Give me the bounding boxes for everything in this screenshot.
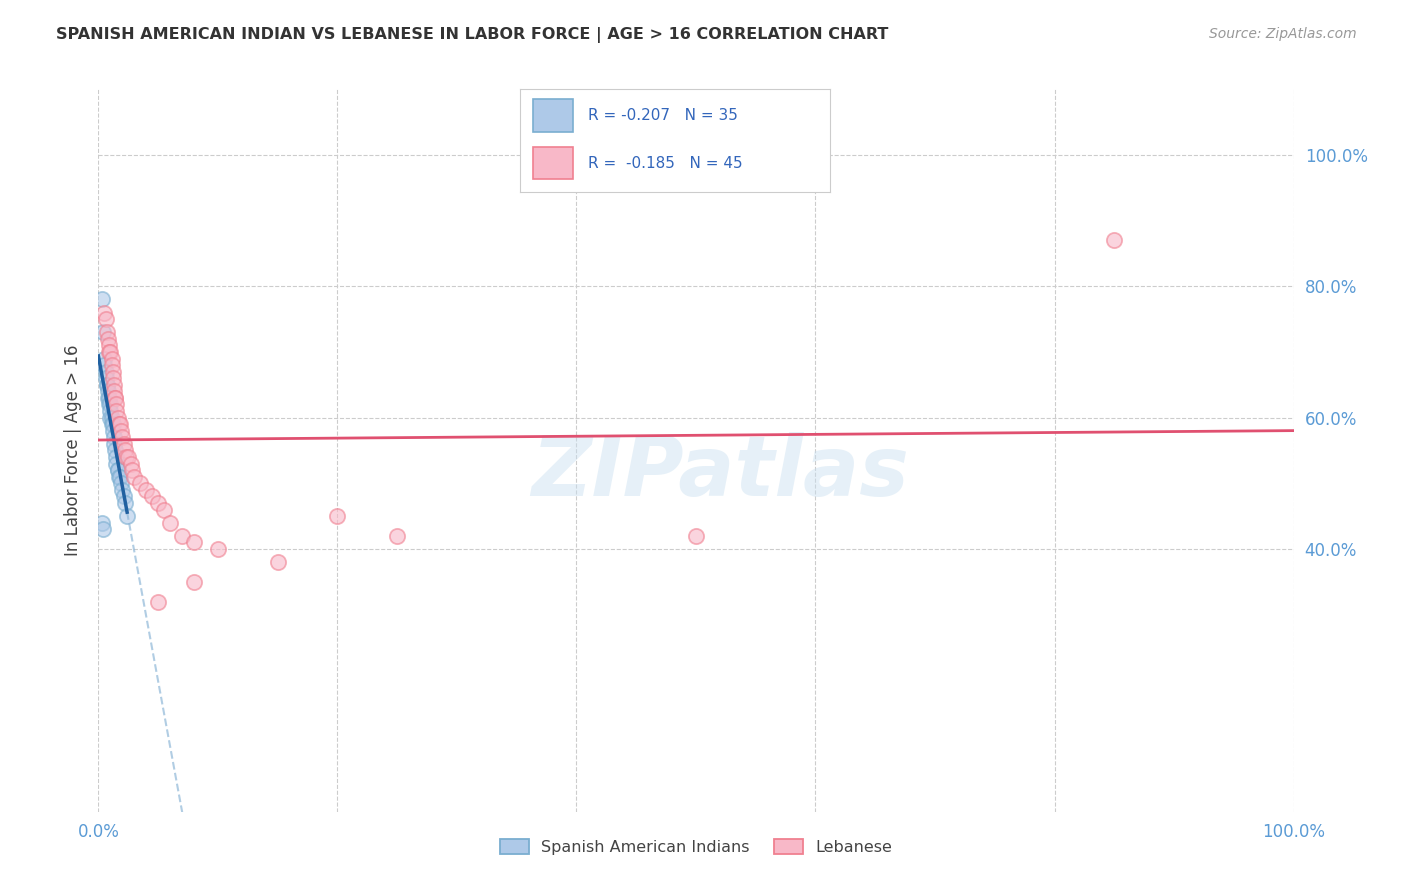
Point bbox=[96, 377, 118, 392]
Point bbox=[153, 502, 176, 516]
Text: ZIPatlas: ZIPatlas bbox=[531, 432, 908, 513]
Point bbox=[108, 469, 131, 483]
Point bbox=[91, 325, 114, 339]
Point bbox=[135, 483, 157, 497]
Point bbox=[110, 476, 132, 491]
Point bbox=[107, 463, 129, 477]
Point bbox=[105, 404, 128, 418]
Point bbox=[98, 397, 121, 411]
Point bbox=[108, 417, 131, 432]
Point bbox=[101, 365, 124, 379]
Text: R = -0.207   N = 35: R = -0.207 N = 35 bbox=[588, 108, 738, 123]
Point bbox=[115, 450, 138, 464]
Point bbox=[105, 397, 128, 411]
Point bbox=[111, 430, 134, 444]
Point bbox=[183, 535, 205, 549]
Point bbox=[148, 594, 170, 608]
Point bbox=[96, 325, 118, 339]
Point bbox=[100, 410, 122, 425]
Point bbox=[101, 371, 124, 385]
Point bbox=[326, 509, 349, 524]
Point bbox=[97, 391, 120, 405]
Point bbox=[1104, 233, 1126, 247]
Point bbox=[104, 443, 127, 458]
Point bbox=[94, 365, 117, 379]
Point bbox=[97, 384, 120, 399]
Point bbox=[91, 293, 114, 307]
Text: Source: ZipAtlas.com: Source: ZipAtlas.com bbox=[1209, 27, 1357, 41]
Point bbox=[148, 496, 170, 510]
Point bbox=[91, 522, 114, 536]
Point bbox=[94, 371, 117, 385]
Point bbox=[105, 457, 128, 471]
Point bbox=[267, 555, 290, 569]
Point bbox=[103, 384, 125, 399]
Point bbox=[94, 312, 117, 326]
Point bbox=[159, 516, 181, 530]
Point bbox=[685, 529, 707, 543]
Point bbox=[207, 541, 229, 556]
Point bbox=[93, 358, 115, 372]
Point bbox=[91, 516, 114, 530]
Point bbox=[100, 417, 122, 432]
Point bbox=[103, 437, 125, 451]
Point bbox=[98, 404, 122, 418]
Point bbox=[117, 450, 139, 464]
Point bbox=[107, 469, 129, 483]
Bar bbox=[533, 99, 572, 132]
Point bbox=[115, 509, 138, 524]
Point bbox=[101, 417, 124, 432]
Point bbox=[98, 345, 122, 359]
Point bbox=[112, 490, 135, 504]
Point bbox=[107, 410, 129, 425]
Point bbox=[183, 574, 205, 589]
Point bbox=[98, 397, 122, 411]
Point bbox=[100, 351, 122, 366]
Point bbox=[105, 450, 128, 464]
Point bbox=[100, 358, 122, 372]
Point bbox=[114, 443, 136, 458]
Point bbox=[114, 496, 136, 510]
Point bbox=[112, 437, 135, 451]
Bar bbox=[533, 146, 572, 179]
Y-axis label: In Labor Force | Age > 16: In Labor Force | Age > 16 bbox=[63, 344, 82, 557]
Point bbox=[104, 391, 127, 405]
Point bbox=[172, 529, 194, 543]
Point bbox=[129, 476, 152, 491]
Point bbox=[98, 391, 121, 405]
Point bbox=[93, 351, 115, 366]
Point bbox=[98, 345, 121, 359]
Point bbox=[98, 338, 121, 352]
Text: SPANISH AMERICAN INDIAN VS LEBANESE IN LABOR FORCE | AGE > 16 CORRELATION CHART: SPANISH AMERICAN INDIAN VS LEBANESE IN L… bbox=[56, 27, 889, 43]
Point bbox=[110, 424, 132, 438]
Point bbox=[103, 430, 125, 444]
Point bbox=[97, 332, 120, 346]
Point bbox=[385, 529, 409, 543]
Point bbox=[107, 417, 129, 432]
Point bbox=[103, 377, 125, 392]
Text: R =  -0.185   N = 45: R = -0.185 N = 45 bbox=[588, 155, 742, 170]
Point bbox=[93, 305, 115, 319]
Point bbox=[124, 469, 146, 483]
Point bbox=[107, 463, 129, 477]
Point bbox=[101, 424, 124, 438]
Point bbox=[98, 410, 122, 425]
Point bbox=[120, 457, 142, 471]
Point bbox=[111, 483, 134, 497]
Point bbox=[96, 377, 118, 392]
Point bbox=[104, 391, 127, 405]
Point bbox=[121, 463, 143, 477]
Legend: Spanish American Indians, Lebanese: Spanish American Indians, Lebanese bbox=[494, 832, 898, 862]
Point bbox=[141, 490, 163, 504]
